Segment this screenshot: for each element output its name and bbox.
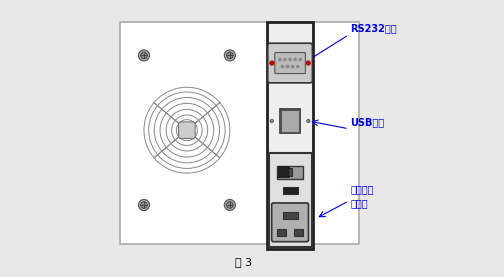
Circle shape (299, 58, 301, 61)
FancyBboxPatch shape (294, 229, 303, 237)
Circle shape (297, 65, 299, 68)
Circle shape (284, 58, 286, 61)
FancyBboxPatch shape (269, 153, 311, 247)
Circle shape (307, 119, 310, 123)
FancyBboxPatch shape (281, 111, 299, 132)
Circle shape (270, 61, 274, 65)
Circle shape (281, 65, 284, 68)
FancyBboxPatch shape (178, 122, 195, 138)
Circle shape (141, 202, 147, 208)
FancyBboxPatch shape (278, 166, 290, 178)
FancyBboxPatch shape (272, 203, 308, 242)
Text: 图 3: 图 3 (235, 257, 253, 267)
Text: RS232接口: RS232接口 (350, 23, 397, 33)
FancyBboxPatch shape (288, 168, 292, 176)
Circle shape (306, 61, 310, 65)
Circle shape (294, 58, 296, 61)
FancyBboxPatch shape (120, 22, 359, 244)
Circle shape (286, 65, 289, 68)
FancyBboxPatch shape (269, 24, 311, 248)
FancyBboxPatch shape (275, 53, 305, 74)
Circle shape (289, 58, 291, 61)
Circle shape (291, 65, 294, 68)
Circle shape (279, 58, 281, 61)
Circle shape (139, 199, 150, 211)
Circle shape (224, 199, 235, 211)
Circle shape (141, 52, 147, 59)
FancyBboxPatch shape (268, 43, 312, 83)
Circle shape (139, 50, 150, 61)
FancyBboxPatch shape (283, 187, 297, 194)
Circle shape (226, 52, 233, 59)
FancyBboxPatch shape (277, 229, 286, 237)
Circle shape (270, 119, 274, 123)
Circle shape (226, 202, 233, 208)
FancyBboxPatch shape (277, 166, 303, 179)
Circle shape (224, 50, 235, 61)
Text: USB接口: USB接口 (350, 117, 385, 127)
Text: 带开关电
源插座: 带开关电 源插座 (350, 184, 374, 208)
FancyBboxPatch shape (280, 109, 300, 133)
FancyBboxPatch shape (283, 212, 298, 219)
FancyBboxPatch shape (267, 22, 313, 249)
